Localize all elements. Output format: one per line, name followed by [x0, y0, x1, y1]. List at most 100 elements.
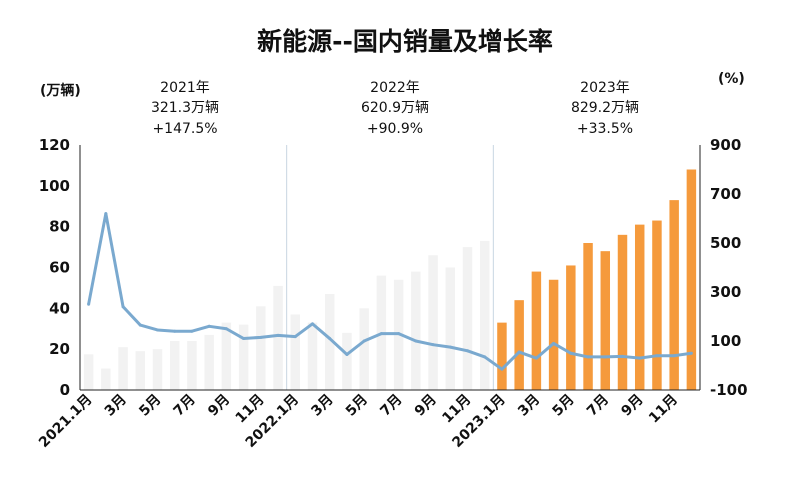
bar-current-33: [652, 220, 662, 390]
growth-point-21: [448, 345, 452, 349]
bar-current-30: [600, 251, 611, 390]
left-tick-label-100: 100: [39, 177, 70, 195]
bar-prior-0: [83, 354, 94, 390]
x-tick-label-14: 3月: [308, 392, 336, 420]
growth-point-29: [586, 355, 590, 359]
growth-point-18: [397, 332, 401, 336]
right-unit-label: (%): [718, 71, 745, 87]
annotation-year-3: 2023年: [580, 80, 630, 96]
bar-prior-6: [187, 341, 197, 390]
growth-point-17: [379, 332, 383, 336]
x-tick-label-20: 9月: [412, 392, 440, 420]
bar-prior-9: [238, 324, 249, 390]
bar-current-32: [634, 224, 645, 390]
growth-point-30: [603, 355, 607, 359]
growth-point-26: [534, 356, 538, 360]
right-tick-label-500: 500: [710, 234, 741, 252]
bar-prior-3: [135, 351, 146, 390]
growth-point-2: [121, 305, 125, 309]
x-tick-label-16: 5月: [343, 392, 371, 420]
x-tick-label-32: 9月: [618, 392, 646, 420]
left-tick-label-40: 40: [49, 299, 70, 317]
x-tick-label-2: 3月: [102, 392, 130, 420]
bar-prior-19: [411, 271, 421, 390]
right-tick-label-100: 100: [710, 332, 741, 350]
annotation-total-3: 829.2万辆: [571, 100, 639, 116]
growth-point-32: [638, 356, 642, 360]
growth-point-34: [672, 354, 676, 358]
x-tick-label-4: 5月: [136, 392, 164, 420]
annotation-total-1: 321.3万辆: [151, 100, 219, 116]
growth-point-27: [552, 341, 556, 345]
bar-current-34: [669, 200, 679, 390]
bar-prior-7: [204, 334, 214, 390]
bar-prior-20: [428, 255, 438, 390]
bar-prior-12: [290, 314, 301, 390]
left-unit-label: (万辆): [40, 82, 81, 99]
growth-point-9: [242, 337, 246, 341]
growth-point-20: [431, 343, 435, 347]
growth-point-28: [569, 351, 573, 355]
x-tick-label-8: 9月: [205, 392, 233, 420]
bar-prior-13: [307, 322, 318, 390]
bar-prior-23: [479, 240, 490, 390]
left-tick-label-80: 80: [49, 218, 70, 236]
growth-point-6: [190, 329, 194, 333]
bar-prior-21: [445, 267, 456, 390]
bar-current-35: [686, 169, 697, 390]
bar-current-26: [531, 271, 542, 390]
growth-point-11: [276, 333, 280, 337]
annotation-growth-1: +147.5%: [152, 121, 217, 137]
left-tick-label-120: 120: [39, 136, 70, 154]
growth-point-31: [621, 354, 624, 358]
bar-prior-5: [169, 341, 180, 390]
annotation-growth-3: +33.5%: [577, 121, 633, 137]
growth-point-7: [207, 324, 211, 328]
bar-prior-11: [273, 285, 283, 390]
growth-point-35: [689, 351, 693, 355]
x-tick-label-18: 7月: [377, 392, 405, 420]
left-axis-ticks: 0 20 40 60 80 100 120: [39, 136, 70, 399]
right-tick-label-700: 700: [710, 185, 741, 203]
bar-current-31: [617, 234, 628, 390]
growth-point-24: [500, 367, 504, 371]
left-tick-label-60: 60: [49, 259, 70, 277]
growth-point-1: [104, 212, 108, 216]
year-annotations: 2021年 321.3万辆 +147.5% 2022年 620.9万辆 +90.9% 202…: [151, 80, 639, 137]
bar-current-24: [497, 322, 507, 390]
right-tick-label-300: 300: [710, 283, 741, 301]
axes: [79, 145, 701, 391]
bar-current-25: [514, 300, 524, 390]
annotation-growth-2: +90.9%: [367, 121, 423, 137]
x-tick-label-30: 7月: [584, 392, 612, 420]
x-tick-label-34: 11月: [646, 392, 681, 427]
growth-point-33: [655, 354, 659, 358]
x-tick-label-28: 5月: [550, 392, 578, 420]
bar-current-28: [566, 265, 576, 390]
year-separators: [286, 145, 494, 390]
growth-point-4: [156, 328, 159, 332]
growth-point-3: [138, 323, 142, 327]
bar-prior-1: [101, 368, 111, 390]
chart-title: 新能源--国内销量及增长率: [257, 27, 553, 56]
growth-point-13: [311, 322, 314, 326]
bar-prior-15: [342, 332, 352, 390]
growth-point-16: [362, 339, 366, 343]
growth-point-23: [483, 355, 487, 359]
growth-line-series: [87, 212, 693, 371]
bar-current-29: [583, 243, 593, 390]
annotation-year-1: 2021年: [160, 80, 210, 96]
left-tick-label-20: 20: [49, 340, 70, 358]
growth-point-10: [259, 335, 263, 339]
growth-point-19: [414, 339, 418, 343]
bar-prior-22: [462, 247, 473, 390]
bar-prior-8: [221, 322, 232, 390]
x-tick-label-26: 3月: [515, 392, 543, 420]
growth-point-5: [173, 329, 177, 333]
bar-prior-2: [118, 347, 128, 390]
growth-point-12: [293, 335, 297, 339]
right-axis-ticks: -100 100 300 500 700 900: [710, 136, 748, 399]
